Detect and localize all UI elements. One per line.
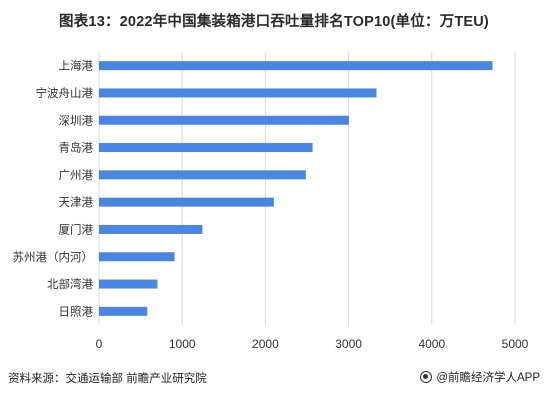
category-label: 宁波舟山港 <box>36 86 94 100</box>
x-tick-label: 1000 <box>169 337 196 351</box>
bar <box>99 88 377 98</box>
x-tick-label: 2000 <box>252 337 279 351</box>
source-note: 资料来源：交通运输部 前瞻产业研究院 <box>8 373 207 385</box>
category-label: 苏州港（内河） <box>13 250 94 264</box>
bar <box>99 252 175 262</box>
category-label: 青岛港 <box>59 141 94 155</box>
category-label: 广州港 <box>59 169 94 182</box>
bar <box>99 170 306 180</box>
brand-credit-label: @前瞻经济学人APP <box>436 372 540 384</box>
category-label: 北部湾港 <box>47 277 93 291</box>
brand-logo-icon <box>420 371 433 383</box>
bar <box>99 224 203 234</box>
bar <box>99 115 349 125</box>
bar <box>99 306 148 316</box>
category-label: 天津港 <box>59 196 94 209</box>
x-tick-label: 5000 <box>502 337 529 351</box>
category-label: 深圳港 <box>59 113 94 127</box>
bar <box>99 279 158 289</box>
bar <box>99 197 274 207</box>
category-label: 上海港 <box>59 59 94 73</box>
brand-credit: @前瞻经济学人APP <box>420 369 540 385</box>
category-label: 日照港 <box>59 305 94 318</box>
x-tick-label: 4000 <box>418 337 445 351</box>
category-label: 厦门港 <box>59 222 94 236</box>
bar <box>99 143 313 153</box>
x-tick-label: 3000 <box>335 337 362 351</box>
chart-title: 图表13：2022年中国集装箱港口吞吐量排名TOP10(单位：万TEU) <box>59 14 489 30</box>
x-tick-label: 0 <box>96 337 103 351</box>
bar <box>99 61 493 71</box>
